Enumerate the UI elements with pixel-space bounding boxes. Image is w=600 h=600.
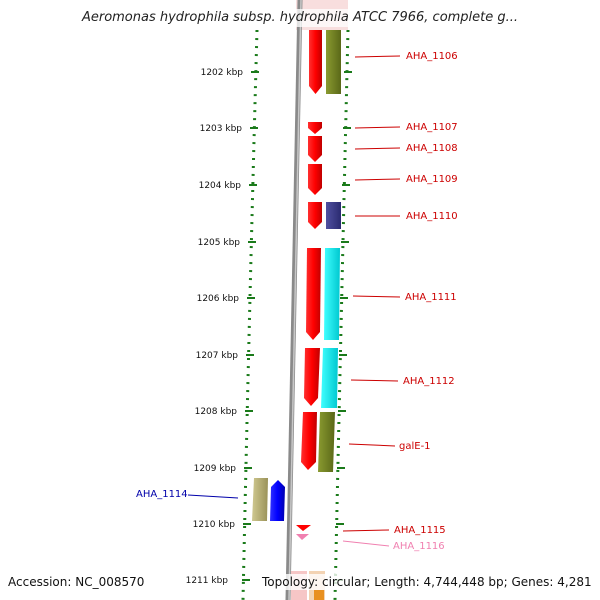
gene-label-aha-1106[interactable]: AHA_1106 <box>406 51 458 62</box>
ruler-tick-label: 1204 kbp <box>199 181 242 191</box>
ruler-tick-label: 1211 kbp <box>186 576 229 586</box>
cds-arrow-aha-1111[interactable] <box>306 248 321 340</box>
cds-arrow-aha-1107[interactable] <box>308 122 322 134</box>
cds-arrow-aha-1110[interactable] <box>308 202 322 229</box>
category-block-aha-1112 <box>321 348 338 408</box>
category-block-aha-1106 <box>326 30 341 94</box>
accession-text: Accession: NC_008570 <box>8 574 145 590</box>
category-block-aha-1111 <box>324 248 340 340</box>
gene-label-aha-1114[interactable]: AHA_1114 <box>136 489 188 500</box>
genome-backbone <box>285 0 303 600</box>
genome-backbone-highlight <box>288 0 302 600</box>
ruler-tick-label: 1202 kbp <box>201 68 244 78</box>
cds-arrow-aha-1116[interactable] <box>296 534 309 540</box>
gene-label-aha-1112[interactable]: AHA_1112 <box>403 376 455 387</box>
ruler-tick-label: 1206 kbp <box>197 294 240 304</box>
cds-arrow-aha-1109[interactable] <box>308 164 322 195</box>
ruler-tick-label: 1210 kbp <box>193 520 236 530</box>
topology-text: Topology: circular; Length: 4,744,448 bp… <box>262 574 592 590</box>
page-title: Aeromonas hydrophila subsp. hydrophila A… <box>0 9 600 27</box>
category-block-aha-1114 <box>252 478 268 521</box>
category-block-gale-1 <box>318 412 335 472</box>
label-leaders <box>187 55 401 547</box>
cds-arrow-aha-1115[interactable] <box>296 525 311 531</box>
category-block-aha-1110 <box>326 202 341 229</box>
ruler-tick-label: 1203 kbp <box>200 124 243 134</box>
ruler-tick-label: 1208 kbp <box>195 407 238 417</box>
gene-label-aha-1108[interactable]: AHA_1108 <box>406 143 458 154</box>
ruler-tick-label: 1205 kbp <box>198 238 241 248</box>
ruler-tick-label: 1209 kbp <box>194 464 237 474</box>
ruler-tick-label: 1207 kbp <box>196 351 239 361</box>
gene-label-gale-1[interactable]: galE-1 <box>399 441 431 452</box>
cds-reverse-track <box>252 478 285 521</box>
ruler-arc-right <box>333 29 350 600</box>
cds-arrow-aha-1106[interactable] <box>309 30 322 94</box>
gene-label-aha-1116[interactable]: AHA_1116 <box>393 541 445 552</box>
cds-arrow-aha-1112[interactable] <box>304 348 320 406</box>
gene-label-aha-1110[interactable]: AHA_1110 <box>406 211 458 222</box>
gene-label-aha-1107[interactable]: AHA_1107 <box>406 122 458 133</box>
cds-arrow-gale-1[interactable] <box>301 412 317 470</box>
cds-forward-track <box>296 30 322 540</box>
cds-arrow-aha-1108[interactable] <box>308 136 322 162</box>
gene-label-aha-1109[interactable]: AHA_1109 <box>406 174 458 185</box>
cds-arrow-aha-1114[interactable] <box>270 480 285 521</box>
gene-label-aha-1115[interactable]: AHA_1115 <box>394 525 446 536</box>
ruler-ticks <box>242 71 352 581</box>
cds-category-track <box>318 30 341 472</box>
bottom-fragment-orange-dark <box>314 590 324 600</box>
gene-label-aha-1111[interactable]: AHA_1111 <box>405 292 457 303</box>
ruler-arc-left <box>241 29 259 600</box>
